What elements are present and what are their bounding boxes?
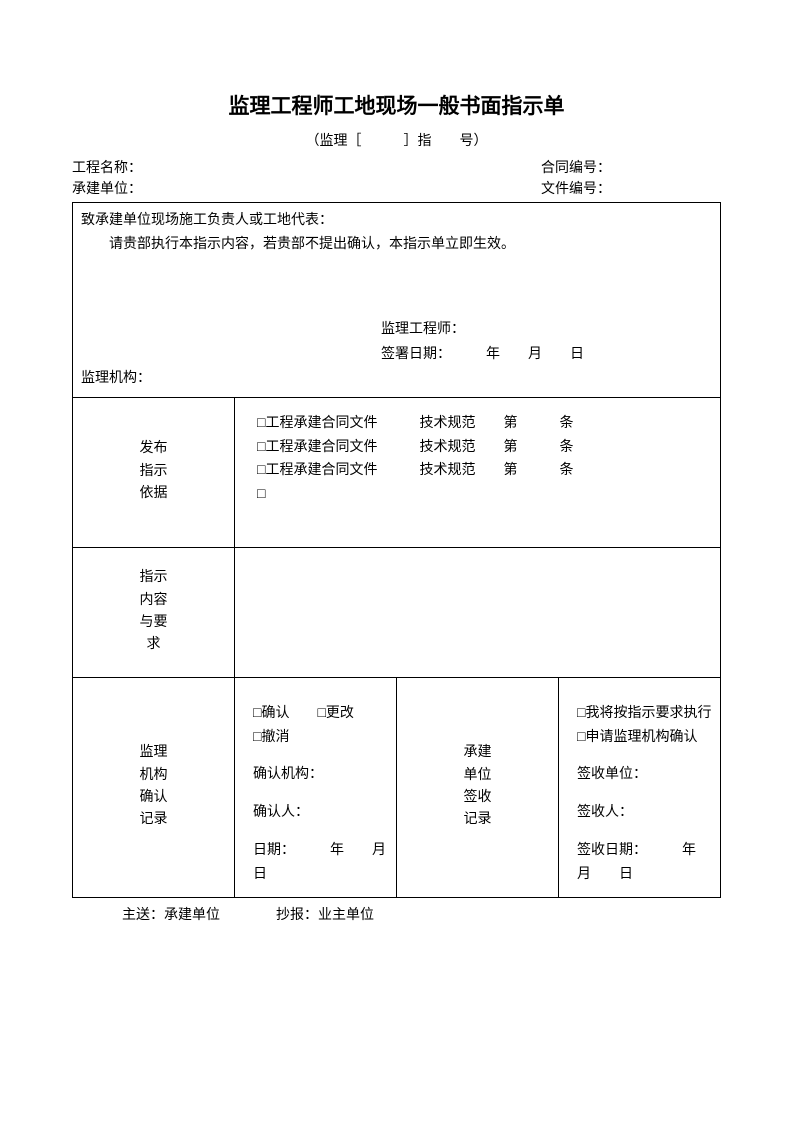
confirm-options: □确认 □更改 □撤消	[253, 702, 388, 750]
document-subtitle: （监理［ ］指 号）	[72, 130, 721, 150]
file-no-label: 文件编号：	[541, 179, 721, 200]
receipt-sign-date: 签收日期： 年 月 日	[577, 839, 712, 887]
contractor-label: 承建单位：	[72, 179, 541, 200]
header-row-1: 工程名称： 合同编号：	[72, 158, 721, 179]
main-form-table: 致承建单位现场施工负责人或工地代表： 请贵部执行本指示内容，若贵部不提出确认，本…	[72, 202, 721, 898]
contract-no-label: 合同编号：	[541, 158, 721, 179]
basis-line-3: □工程承建合同文件 技术规范 第 条	[253, 459, 712, 483]
receipt-label: 承建单位签收记录	[462, 742, 493, 832]
basis-line-1: □工程承建合同文件 技术规范 第 条	[253, 412, 712, 436]
receipt-content: □我将按指示要求执行 □申请监理机构确认 签收单位： 签收人： 签收日期： 年 …	[559, 677, 721, 897]
confirm-org: 确认机构：	[253, 763, 388, 787]
instruction-line: 请贵部执行本指示内容，若贵部不提出确认，本指示单立即生效。	[81, 233, 712, 257]
basis-content: □工程承建合同文件 技术规范 第 条 □工程承建合同文件 技术规范 第 条 □工…	[235, 397, 721, 547]
content-label: 指示内容与要求	[138, 567, 169, 657]
basis-label-cell: 发布指示依据	[73, 397, 235, 547]
sign-person: 签收人：	[577, 801, 712, 825]
confirm-date: 日期： 年 月 日	[253, 839, 388, 887]
content-body	[235, 547, 721, 677]
sign-org: 签收单位：	[577, 763, 712, 787]
confirm-label: 监理机构确认记录	[138, 742, 169, 832]
footer-distribution: 主送：承建单位 抄报：业主单位	[72, 904, 721, 924]
receipt-label-cell: 承建单位签收记录	[397, 677, 559, 897]
header-row-2: 承建单位： 文件编号：	[72, 179, 721, 200]
confirm-content: □确认 □更改 □撤消 确认机构： 确认人： 日期： 年 月 日	[235, 677, 397, 897]
basis-line-2: □工程承建合同文件 技术规范 第 条	[253, 436, 712, 460]
confirm-label-cell: 监理机构确认记录	[73, 677, 235, 897]
basis-label: 发布指示依据	[138, 438, 169, 505]
addressee-line: 致承建单位现场施工负责人或工地代表：	[81, 209, 712, 233]
project-name-label: 工程名称：	[72, 158, 541, 179]
document-title: 监理工程师工地现场一般书面指示单	[72, 90, 721, 120]
content-label-cell: 指示内容与要求	[73, 547, 235, 677]
receipt-opt2: □申请监理机构确认	[577, 726, 712, 750]
confirm-person: 确认人：	[253, 801, 388, 825]
section-addressee: 致承建单位现场施工负责人或工地代表： 请贵部执行本指示内容，若贵部不提出确认，本…	[73, 203, 721, 398]
engineer-label: 监理工程师：	[381, 317, 712, 342]
sign-date-label: 签署日期： 年 月 日	[381, 342, 712, 367]
agency-label: 监理机构：	[81, 367, 712, 391]
basis-line-4: □	[253, 483, 712, 507]
receipt-opt1: □我将按指示要求执行	[577, 702, 712, 726]
